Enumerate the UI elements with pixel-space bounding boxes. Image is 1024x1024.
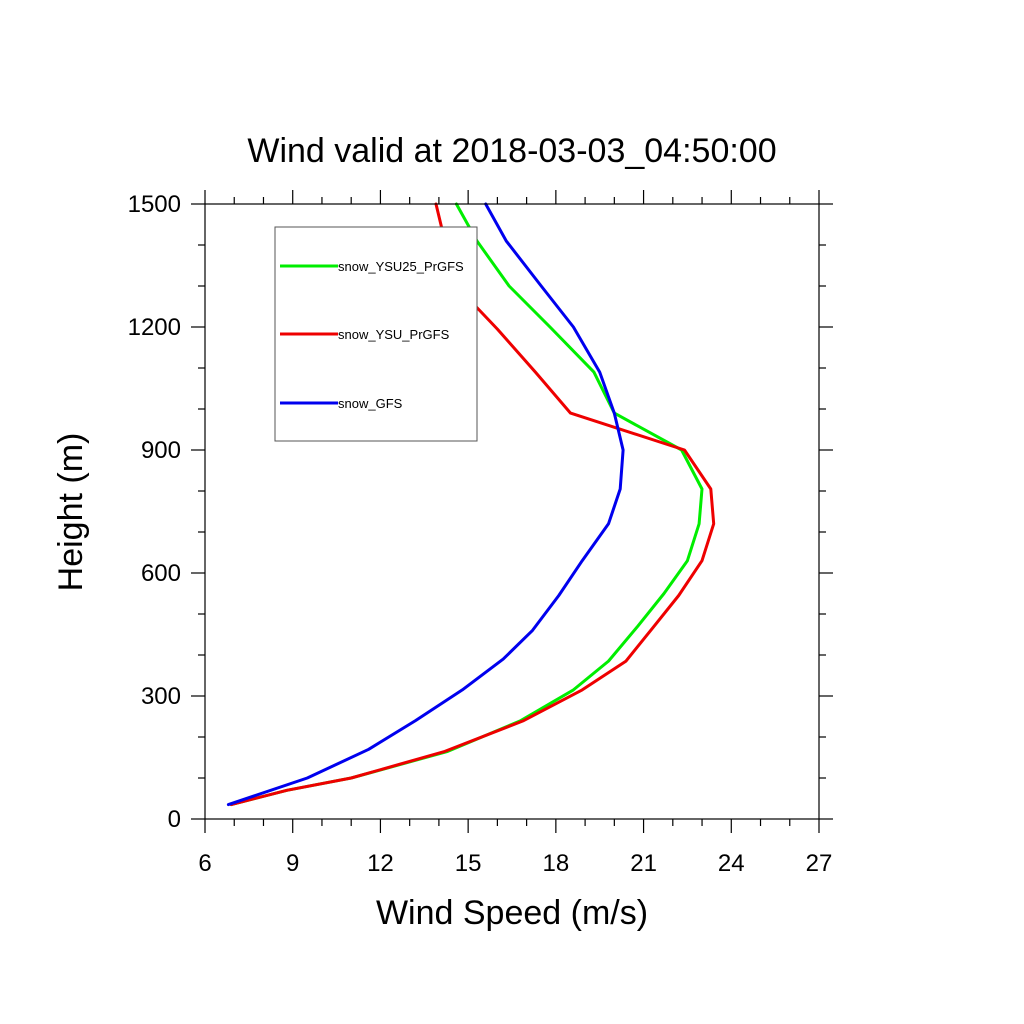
y-tick-label: 300 bbox=[141, 683, 181, 710]
plot-frame bbox=[204, 203, 820, 820]
x-axis-label: Wind Speed (m/s) bbox=[376, 894, 648, 932]
legend-label-0: snow_YSU25_PrGFS bbox=[338, 259, 464, 274]
x-tick-label: 24 bbox=[718, 850, 745, 877]
axis-ticks bbox=[191, 190, 833, 833]
y-tick-label: 900 bbox=[141, 437, 181, 464]
x-tick-label: 15 bbox=[455, 850, 482, 877]
legend: snow_YSU25_PrGFS snow_YSU_PrGFS snow_GFS bbox=[274, 226, 478, 442]
y-tick-label: 1200 bbox=[128, 314, 181, 341]
y-axis-label: Height (m) bbox=[52, 433, 90, 592]
y-tick-label: 0 bbox=[168, 806, 181, 833]
axis-tick-labels: 6 9 12 15 18 21 24 27 0 300 600 900 1200 1500 bbox=[128, 191, 833, 877]
series-lines bbox=[226, 202, 716, 807]
x-tick-label: 6 bbox=[198, 850, 211, 877]
series-line-1 bbox=[229, 202, 716, 807]
legend-entries: snow_YSU25_PrGFS snow_YSU_PrGFS snow_GFS bbox=[280, 259, 464, 411]
series-line-2 bbox=[226, 202, 625, 807]
x-tick-label: 18 bbox=[543, 850, 570, 877]
legend-label-1: snow_YSU_PrGFS bbox=[338, 327, 450, 342]
y-tick-label: 1500 bbox=[128, 191, 181, 218]
x-tick-label: 12 bbox=[367, 850, 394, 877]
legend-label-2: snow_GFS bbox=[338, 396, 403, 411]
x-tick-label: 27 bbox=[806, 850, 833, 877]
chart-title: Wind valid at 2018-03-03_04:50:00 bbox=[247, 132, 776, 170]
x-tick-label: 21 bbox=[630, 850, 657, 877]
y-tick-label: 600 bbox=[141, 560, 181, 587]
x-tick-label: 9 bbox=[286, 850, 299, 877]
